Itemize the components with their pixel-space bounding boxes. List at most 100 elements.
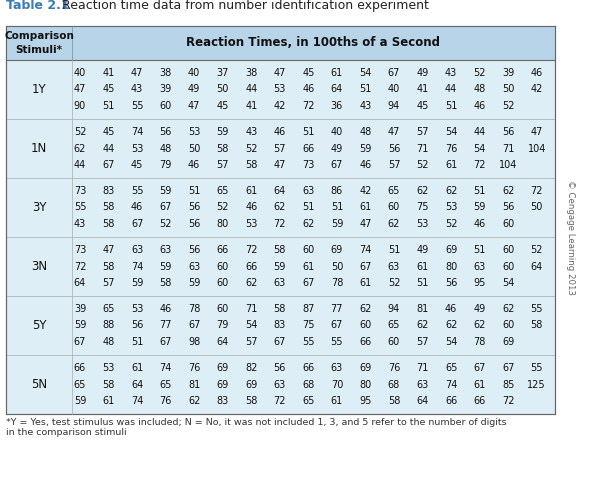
Text: 50: 50	[331, 261, 343, 272]
Text: 71: 71	[502, 143, 514, 153]
Text: 45: 45	[102, 85, 115, 94]
Text: 65: 65	[388, 320, 400, 331]
Text: 55: 55	[331, 337, 343, 347]
Text: 56: 56	[159, 127, 172, 137]
Text: 47: 47	[359, 219, 372, 229]
Text: Reaction Times, in 100ths of a Second: Reaction Times, in 100ths of a Second	[186, 36, 440, 49]
Text: 57: 57	[416, 337, 429, 347]
Text: 65: 65	[102, 304, 115, 314]
Text: 50: 50	[502, 85, 514, 94]
Text: 49: 49	[416, 245, 428, 255]
Text: 67: 67	[159, 202, 172, 212]
Text: 52: 52	[159, 219, 172, 229]
Text: 61: 61	[331, 396, 343, 406]
Text: 73: 73	[74, 186, 86, 196]
Text: 48: 48	[159, 143, 172, 153]
Text: 60: 60	[502, 245, 514, 255]
Text: 42: 42	[359, 186, 372, 196]
Text: 63: 63	[188, 261, 201, 272]
Text: © Cengage Learning 2013: © Cengage Learning 2013	[566, 180, 575, 294]
Text: 61: 61	[416, 261, 428, 272]
Text: 44: 44	[245, 85, 258, 94]
Text: 72: 72	[74, 261, 86, 272]
Text: 54: 54	[474, 143, 486, 153]
Text: 64: 64	[74, 278, 86, 288]
Text: 62: 62	[445, 320, 458, 331]
Text: 51: 51	[131, 337, 143, 347]
Text: 71: 71	[416, 143, 429, 153]
Text: 52: 52	[416, 160, 429, 170]
Text: 81: 81	[416, 304, 428, 314]
Text: 59: 59	[131, 278, 143, 288]
Text: 61: 61	[331, 68, 343, 78]
Text: 68: 68	[388, 379, 400, 390]
Text: 58: 58	[531, 320, 543, 331]
Text: 76: 76	[188, 363, 201, 373]
Text: 56: 56	[131, 320, 143, 331]
Text: 67: 67	[474, 363, 486, 373]
Text: 66: 66	[359, 337, 372, 347]
Text: 72: 72	[245, 245, 258, 255]
Text: 51: 51	[445, 101, 458, 111]
Text: 62: 62	[274, 202, 286, 212]
Text: 65: 65	[159, 379, 172, 390]
Text: 43: 43	[74, 219, 86, 229]
Text: 54: 54	[445, 127, 458, 137]
Text: 60: 60	[217, 261, 229, 272]
Text: 64: 64	[131, 379, 143, 390]
Text: 43: 43	[359, 101, 372, 111]
Text: 65: 65	[445, 363, 458, 373]
Text: 46: 46	[474, 219, 486, 229]
Text: 51: 51	[302, 127, 315, 137]
Text: 79: 79	[159, 160, 172, 170]
Text: 66: 66	[74, 363, 86, 373]
Text: 42: 42	[531, 85, 543, 94]
Text: 44: 44	[445, 85, 457, 94]
Text: 125: 125	[527, 379, 546, 390]
Text: 56: 56	[188, 219, 201, 229]
Text: 59: 59	[474, 202, 486, 212]
Text: 60: 60	[159, 101, 172, 111]
Text: 76: 76	[388, 363, 400, 373]
Text: 83: 83	[274, 320, 286, 331]
Text: 63: 63	[131, 245, 143, 255]
Text: 58: 58	[388, 396, 400, 406]
Text: 44: 44	[102, 143, 115, 153]
Text: 63: 63	[474, 261, 486, 272]
Text: 3Y: 3Y	[32, 201, 46, 214]
Text: 57: 57	[217, 160, 229, 170]
Text: 72: 72	[302, 101, 315, 111]
Text: 58: 58	[102, 202, 115, 212]
Text: 64: 64	[274, 186, 286, 196]
Text: 52: 52	[388, 278, 400, 288]
Text: 58: 58	[217, 143, 229, 153]
Text: 55: 55	[302, 337, 315, 347]
Text: 39: 39	[502, 68, 514, 78]
Text: 65: 65	[217, 186, 229, 196]
Text: 1N: 1N	[31, 142, 47, 155]
Text: 58: 58	[274, 245, 286, 255]
Text: 54: 54	[245, 320, 258, 331]
Text: 58: 58	[274, 304, 286, 314]
Text: 81: 81	[188, 379, 201, 390]
Text: 67: 67	[302, 278, 315, 288]
Text: 64: 64	[531, 261, 543, 272]
Text: Table 2.1: Table 2.1	[6, 0, 70, 12]
Text: 60: 60	[388, 337, 400, 347]
Text: 59: 59	[159, 261, 172, 272]
Text: 62: 62	[245, 278, 258, 288]
Text: 50: 50	[188, 143, 201, 153]
Text: 53: 53	[188, 127, 201, 137]
Text: 61: 61	[445, 160, 457, 170]
Text: 46: 46	[159, 304, 172, 314]
Text: 82: 82	[245, 363, 258, 373]
Text: 47: 47	[274, 68, 286, 78]
Text: 47: 47	[188, 101, 201, 111]
Text: 69: 69	[331, 245, 343, 255]
Text: 59: 59	[274, 261, 286, 272]
Text: 61: 61	[474, 379, 486, 390]
Text: 47: 47	[531, 127, 543, 137]
Text: 63: 63	[274, 278, 286, 288]
Text: 62: 62	[416, 320, 429, 331]
Text: 48: 48	[102, 337, 115, 347]
